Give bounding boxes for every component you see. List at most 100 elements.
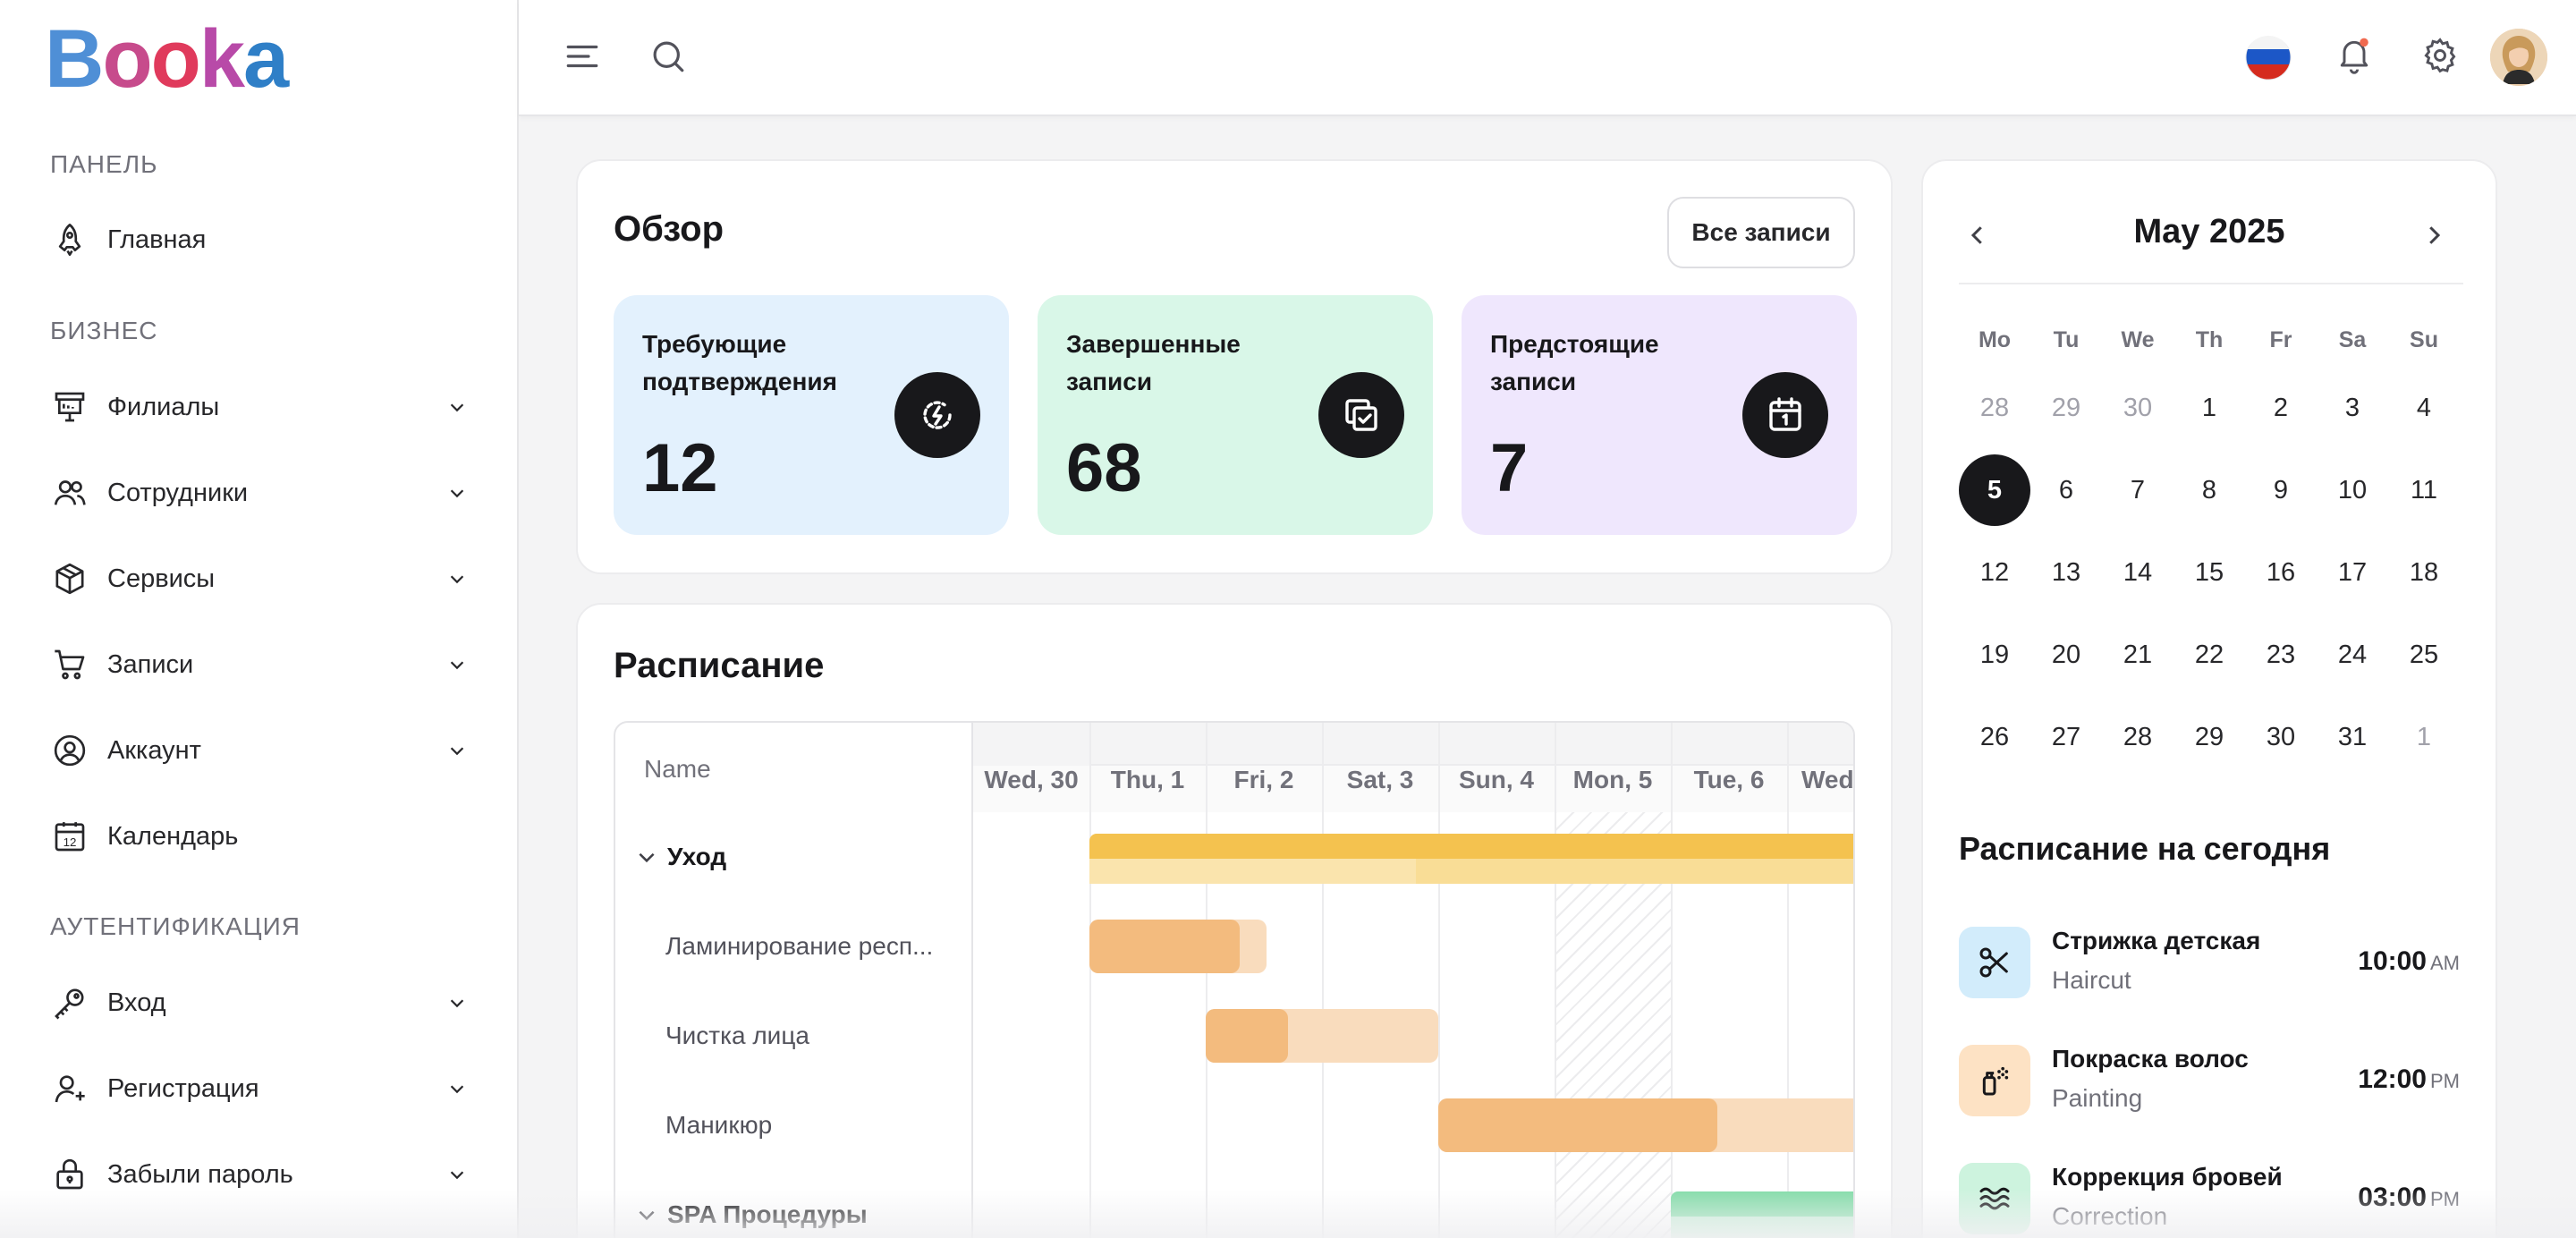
calendar-day[interactable]: 23 — [2266, 640, 2296, 669]
top-header — [519, 0, 2576, 116]
user-plus-icon — [50, 1069, 89, 1108]
sidebar: Booka ПАНЕЛЬ Главная БИЗНЕС Филиалы Сотр… — [0, 0, 519, 1238]
chevron-left-icon — [1964, 222, 1991, 253]
calendar-day[interactable]: 30 — [2266, 722, 2296, 751]
stat-card-pending[interactable]: Требующие подтверждения 12 — [614, 295, 1009, 535]
name-column-header: Name — [644, 755, 711, 783]
calendar-day[interactable]: 19 — [1979, 640, 2010, 669]
calendar-day[interactable]: 3 — [2344, 393, 2360, 422]
sidebar-item-login[interactable]: Вход — [50, 978, 470, 1028]
booka-logo[interactable]: Booka — [45, 13, 289, 105]
sidebar-item-label: Вход — [107, 988, 166, 1017]
chevron-down-icon — [444, 1161, 470, 1188]
menu-toggle-button[interactable] — [560, 36, 605, 81]
calendar-day[interactable]: 13 — [2051, 557, 2081, 587]
calendar-day[interactable]: 16 — [2266, 557, 2296, 587]
day-label: Tue, 6 — [1693, 766, 1765, 793]
calendar-day[interactable]: 28 — [1979, 393, 2010, 422]
sidebar-item-services[interactable]: Сервисы — [50, 554, 470, 604]
sidebar-item-register[interactable]: Регистрация — [50, 1064, 470, 1114]
appointment-item[interactable]: Коррекция бровей Correction 03:00 PM — [1959, 1157, 2460, 1238]
calendar-day[interactable]: 10 — [2337, 475, 2368, 505]
calendar-day-selected[interactable]: 5 — [1959, 454, 2030, 526]
calendar-day[interactable]: 31 — [2337, 722, 2368, 751]
calendar-day[interactable]: 7 — [2130, 475, 2146, 505]
chevron-down-icon[interactable] — [635, 1203, 658, 1226]
calendar-day[interactable]: 17 — [2337, 557, 2368, 587]
calendar-day[interactable]: 15 — [2194, 557, 2224, 587]
gantt-group-bar-care[interactable] — [1089, 834, 1853, 861]
appointment-time: 12:00 PM — [2358, 1064, 2460, 1094]
overview-card: Обзор Все записи Требующие подтверждения… — [576, 159, 1893, 574]
calendar-day[interactable]: 26 — [1979, 722, 2010, 751]
user-avatar-icon — [2490, 29, 2547, 86]
sidebar-item-label: Филиалы — [107, 392, 220, 421]
svg-text:12: 12 — [64, 835, 77, 849]
sidebar-item-label: Записи — [107, 649, 194, 679]
calendar-day[interactable]: 6 — [2058, 475, 2074, 505]
calendar-day[interactable]: 20 — [2051, 640, 2081, 669]
next-month-button[interactable] — [2411, 215, 2456, 259]
sidebar-item-label: Сотрудники — [107, 478, 249, 507]
calendar-day[interactable]: 11 — [2410, 475, 2438, 505]
calendar-day[interactable]: 14 — [2123, 557, 2153, 587]
sidebar-item-branches[interactable]: Филиалы — [50, 382, 470, 432]
chevron-down-icon — [444, 394, 470, 420]
gantt-group-bar-spa[interactable] — [1671, 1191, 1853, 1218]
calendar-day[interactable]: 29 — [2051, 393, 2081, 422]
appointment-subtitle: Correction — [2052, 1202, 2168, 1230]
search-button[interactable] — [646, 36, 691, 81]
sidebar-item-home[interactable]: Главная — [50, 215, 470, 265]
gantt-row-manicure[interactable]: Маникюр — [615, 1081, 973, 1170]
notifications-button[interactable] — [2331, 34, 2377, 81]
stat-card-completed[interactable]: Завершенные записи 68 — [1038, 295, 1433, 535]
sidebar-item-staff[interactable]: Сотрудники — [50, 468, 470, 518]
gantt-row-spa[interactable]: SPA Процедуры — [615, 1170, 973, 1238]
appointment-item[interactable]: Стрижка детская Haircut 10:00 AM — [1959, 921, 2460, 1011]
prev-month-button[interactable] — [1955, 215, 2000, 259]
calendar-day[interactable]: 12 — [1979, 557, 2010, 587]
schedule-title: Расписание — [614, 646, 825, 685]
calendar-day[interactable]: 22 — [2194, 640, 2224, 669]
appointment-time: 03:00 PM — [2358, 1183, 2460, 1212]
sidebar-item-calendar[interactable]: 12 Календарь — [50, 811, 470, 861]
language-flag-button[interactable] — [2245, 36, 2292, 82]
chevron-right-icon — [2420, 222, 2447, 253]
appointment-item[interactable]: Покраска волос Painting 12:00 PM — [1959, 1039, 2460, 1129]
bell-icon — [2334, 36, 2374, 80]
stat-value: 12 — [642, 430, 718, 506]
weekday-label: Mo — [1978, 327, 2012, 352]
calendar-day[interactable]: 27 — [2051, 722, 2081, 751]
gantt-task-progress — [1438, 1098, 1717, 1152]
sidebar-item-account[interactable]: Аккаунт — [50, 725, 470, 776]
calendar-day[interactable]: 4 — [2416, 393, 2432, 422]
lightning-circle-icon — [894, 372, 980, 458]
calendar-day[interactable]: 9 — [2273, 475, 2289, 505]
stat-card-upcoming[interactable]: Предстоящие записи 7 — [1462, 295, 1857, 535]
all-bookings-button[interactable]: Все записи — [1667, 197, 1855, 268]
gantt-row-care[interactable]: Уход — [615, 812, 973, 902]
calendar-day[interactable]: 28 — [2123, 722, 2153, 751]
calendar-day[interactable]: 30 — [2123, 393, 2153, 422]
settings-button[interactable] — [2417, 34, 2463, 81]
gantt-row-lamination[interactable]: Ламинирование респ... — [615, 902, 973, 991]
calendar-day[interactable]: 29 — [2194, 722, 2224, 751]
calendar-day[interactable]: 24 — [2337, 640, 2368, 669]
chevron-down-icon — [444, 565, 470, 592]
calendar-day[interactable]: 18 — [2409, 557, 2439, 587]
calendar-day[interactable]: 1 — [2201, 393, 2217, 422]
gantt-row-facial[interactable]: Чистка лица — [615, 991, 973, 1081]
weekday-label: We — [2121, 327, 2155, 352]
sidebar-item-bookings[interactable]: Записи — [50, 640, 470, 690]
user-circle-icon — [50, 731, 89, 770]
calendar-day[interactable]: 1 — [2416, 722, 2432, 751]
calendar-day[interactable]: 25 — [2409, 640, 2439, 669]
calendar-day[interactable]: 8 — [2201, 475, 2217, 505]
gantt-row-label: SPA Процедуры — [667, 1200, 868, 1228]
calendar-day[interactable]: 2 — [2273, 393, 2289, 422]
avatar[interactable] — [2490, 29, 2547, 86]
sidebar-item-forgot-password[interactable]: Забыли пароль — [50, 1149, 470, 1200]
users-icon — [50, 473, 89, 513]
chevron-down-icon[interactable] — [635, 845, 658, 869]
calendar-day[interactable]: 21 — [2123, 640, 2153, 669]
